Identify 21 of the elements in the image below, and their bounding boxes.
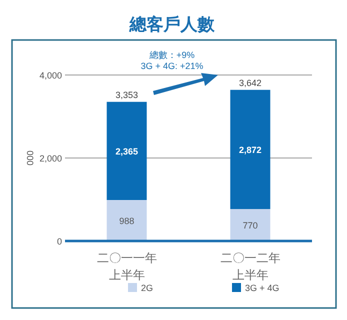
text: 總數：+9% bbox=[148, 50, 195, 60]
data-label: 2,365 bbox=[115, 146, 138, 156]
y-tick-label: 4,000 bbox=[39, 70, 62, 80]
y-axis-title: 000 bbox=[25, 150, 35, 166]
data-label: 2,872 bbox=[238, 144, 262, 155]
bar bbox=[106, 200, 147, 241]
chart-title: 總客戶人數 bbox=[128, 15, 216, 34]
text: 3G + 4G: +21% bbox=[140, 61, 204, 71]
legend-label: 2G bbox=[141, 283, 154, 293]
data-label: 988 bbox=[119, 216, 134, 226]
bar bbox=[230, 209, 270, 241]
x-tick-label: 二〇一二年上半年 bbox=[220, 251, 280, 282]
x-tick-label: 二〇一一年上半年 bbox=[96, 251, 157, 282]
bar bbox=[230, 90, 270, 210]
data-label: 770 bbox=[242, 220, 258, 231]
total-label: 3,642 bbox=[238, 78, 262, 88]
bar bbox=[106, 102, 147, 200]
y-tick-label: 2,000 bbox=[39, 154, 62, 164]
y-tick-label: 0 bbox=[56, 236, 62, 246]
legend-label: 3G + 4G bbox=[245, 283, 280, 293]
total-label: 3,353 bbox=[115, 90, 138, 100]
